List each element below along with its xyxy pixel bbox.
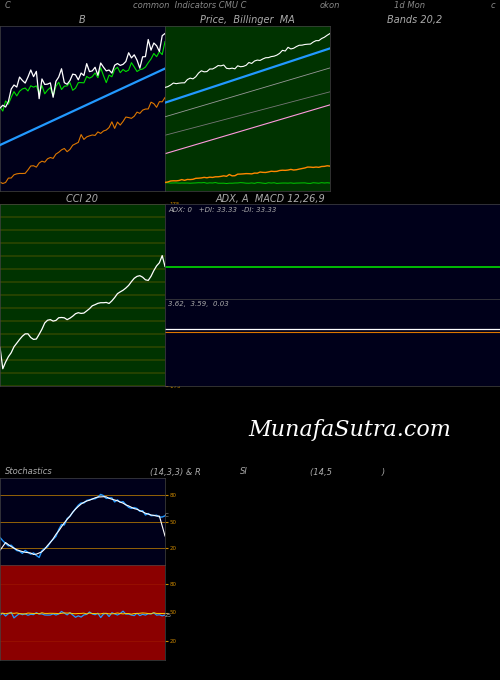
Text: (14,3,3) & R: (14,3,3) & R xyxy=(150,468,201,477)
Text: Bands 20,2: Bands 20,2 xyxy=(388,16,442,25)
Text: c: c xyxy=(490,1,495,10)
Text: SI: SI xyxy=(240,468,248,477)
Text: Price,  Billinger  MA: Price, Billinger MA xyxy=(200,16,295,25)
Text: 3.62,  3.59,  0.03: 3.62, 3.59, 0.03 xyxy=(168,301,229,307)
Text: C: C xyxy=(165,513,169,518)
Text: B: B xyxy=(79,16,86,25)
Text: ADX, A  MACD 12,26,9: ADX, A MACD 12,26,9 xyxy=(215,194,325,204)
Text: Stochastics: Stochastics xyxy=(5,468,53,477)
Text: okon: okon xyxy=(320,1,340,10)
Text: common  Indicators CMU C: common Indicators CMU C xyxy=(133,1,247,10)
Text: CCI 20: CCI 20 xyxy=(66,194,98,204)
Text: MunafaSutra.com: MunafaSutra.com xyxy=(248,419,452,441)
Text: C: C xyxy=(5,1,11,10)
Text: 3.5: 3.5 xyxy=(165,264,175,269)
Text: 1d Mon: 1d Mon xyxy=(394,1,426,10)
Text: (14,5                   ): (14,5 ) xyxy=(310,468,385,477)
Text: ADX: 0   +DI: 33.33  -DI: 33.33: ADX: 0 +DI: 33.33 -DI: 33.33 xyxy=(168,207,276,213)
Text: 25: 25 xyxy=(165,613,172,617)
